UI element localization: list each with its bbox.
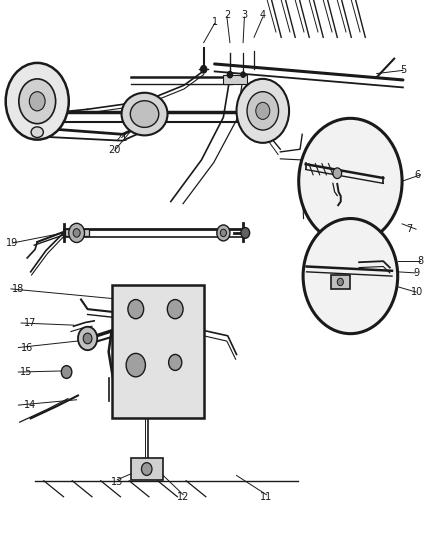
Circle shape — [167, 300, 183, 319]
Circle shape — [61, 366, 72, 378]
Circle shape — [169, 354, 182, 370]
Ellipse shape — [31, 127, 43, 138]
Circle shape — [220, 229, 226, 237]
Circle shape — [201, 66, 207, 73]
Circle shape — [241, 228, 250, 238]
Circle shape — [83, 333, 92, 344]
Circle shape — [237, 79, 289, 143]
Circle shape — [19, 79, 56, 124]
Text: 20: 20 — [109, 146, 121, 155]
Text: 9: 9 — [413, 268, 419, 278]
Circle shape — [337, 278, 343, 286]
Circle shape — [69, 223, 85, 243]
Circle shape — [333, 168, 342, 179]
FancyBboxPatch shape — [131, 458, 163, 480]
Text: 13: 13 — [111, 477, 124, 487]
FancyBboxPatch shape — [331, 275, 350, 289]
Text: 18: 18 — [12, 284, 25, 294]
Circle shape — [247, 92, 279, 130]
Circle shape — [126, 353, 145, 377]
Circle shape — [141, 463, 152, 475]
Text: 4: 4 — [260, 10, 266, 20]
Text: 5: 5 — [400, 66, 406, 75]
FancyBboxPatch shape — [112, 285, 204, 418]
Text: 11: 11 — [260, 492, 272, 502]
Text: 2: 2 — [224, 10, 230, 20]
Text: 10: 10 — [411, 287, 423, 297]
FancyBboxPatch shape — [65, 229, 89, 236]
Text: 6: 6 — [414, 170, 420, 180]
Circle shape — [299, 118, 402, 244]
Text: 1: 1 — [212, 17, 218, 27]
Circle shape — [227, 71, 233, 78]
Circle shape — [241, 72, 245, 77]
Ellipse shape — [122, 93, 168, 135]
FancyBboxPatch shape — [223, 75, 247, 84]
Circle shape — [303, 219, 398, 334]
Text: 17: 17 — [24, 318, 36, 328]
Text: 12: 12 — [177, 492, 189, 502]
Text: 19: 19 — [6, 238, 18, 248]
Text: 16: 16 — [21, 343, 33, 352]
Ellipse shape — [131, 101, 159, 127]
Text: 7: 7 — [406, 224, 413, 234]
Text: 3: 3 — [241, 10, 247, 20]
Text: 8: 8 — [417, 256, 424, 266]
Circle shape — [29, 92, 45, 111]
Circle shape — [73, 229, 80, 237]
Text: 14: 14 — [24, 400, 36, 410]
Text: 21: 21 — [116, 133, 128, 142]
Circle shape — [256, 102, 270, 119]
Circle shape — [6, 63, 69, 140]
Circle shape — [217, 225, 230, 241]
Text: 15: 15 — [20, 367, 32, 377]
Circle shape — [128, 300, 144, 319]
Circle shape — [78, 327, 97, 350]
